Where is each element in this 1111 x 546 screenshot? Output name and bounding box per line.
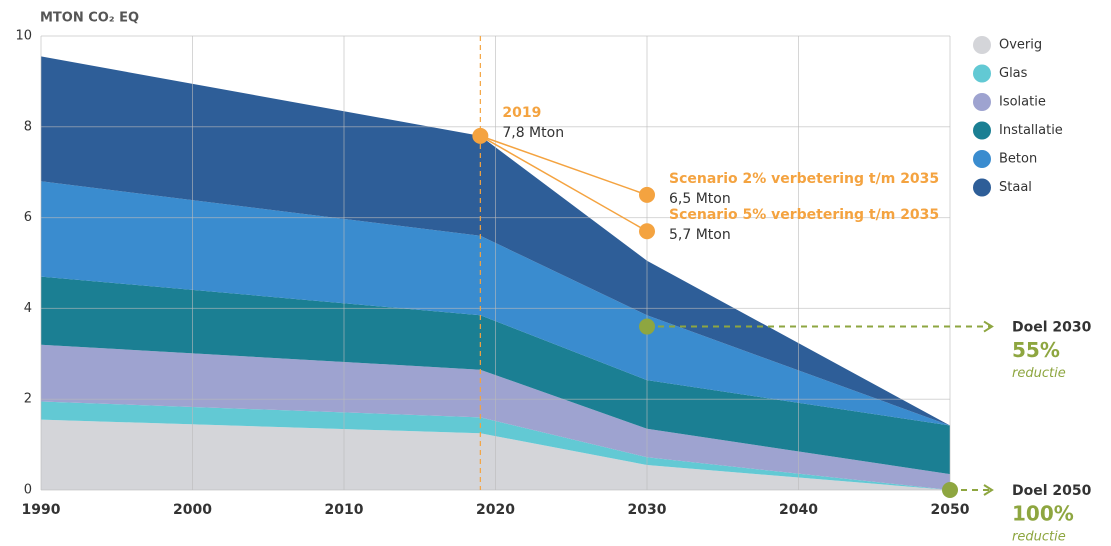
annotation-title: 2019 <box>502 105 541 121</box>
y-tick-label: 8 <box>24 119 32 134</box>
x-tick-label: 2040 <box>779 502 818 518</box>
x-tick-label: 2020 <box>476 502 515 518</box>
legend-label: Beton <box>999 152 1037 167</box>
target-point <box>942 482 958 498</box>
arrow-head <box>983 484 994 496</box>
target-point <box>639 318 655 335</box>
target-title: Doel 2030 <box>1012 320 1092 336</box>
target-note: reductie <box>1012 530 1066 545</box>
target-percent: 100% <box>1012 502 1074 526</box>
x-tick-label: 2030 <box>628 502 667 518</box>
legend-swatch <box>973 178 991 197</box>
legend-label: Glas <box>999 66 1028 81</box>
area <box>41 276 950 475</box>
annotation-title: Scenario 5% verbetering t/m 2035 <box>669 207 939 223</box>
legend-label: Installatie <box>999 123 1063 138</box>
legend-swatch <box>973 93 991 111</box>
y-tick-label: 2 <box>24 392 32 407</box>
area <box>41 401 950 490</box>
legend-label: Staal <box>999 180 1032 195</box>
legend-label: Isolatie <box>999 95 1046 110</box>
legend-label: Overig <box>999 38 1042 53</box>
x-tick-label: 2000 <box>173 502 212 518</box>
legend-swatch <box>973 150 991 168</box>
y-axis-label: MTON CO₂ EQ <box>40 11 139 26</box>
annotation-title: Scenario 2% verbetering t/m 2035 <box>669 171 939 187</box>
legend-swatch <box>973 121 991 140</box>
y-tick-label: 4 <box>24 301 32 316</box>
scenario-line <box>479 135 648 232</box>
x-tick-label: 2010 <box>325 502 364 518</box>
x-tick-label: 1990 <box>22 502 61 518</box>
annotation-label: 5,7 Mton <box>669 227 731 243</box>
x-tick-label: 2050 <box>931 502 970 518</box>
annotation-point <box>639 186 655 203</box>
y-tick-label: 6 <box>24 210 32 225</box>
annotation-point <box>472 127 489 144</box>
target-note: reductie <box>1012 366 1066 381</box>
annotation-point <box>639 223 655 240</box>
arrow-head <box>983 320 994 333</box>
legend-swatch <box>973 36 991 54</box>
annotation-label: 6,5 Mton <box>669 191 731 207</box>
target-percent: 55% <box>1012 338 1060 362</box>
annotation-label: 7,8 Mton <box>502 125 564 141</box>
scenario-line <box>480 135 648 196</box>
legend-swatch <box>973 64 991 83</box>
y-tick-label: 0 <box>24 483 32 498</box>
target-title: Doel 2050 <box>1012 483 1092 499</box>
y-tick-label: 10 <box>15 29 32 44</box>
